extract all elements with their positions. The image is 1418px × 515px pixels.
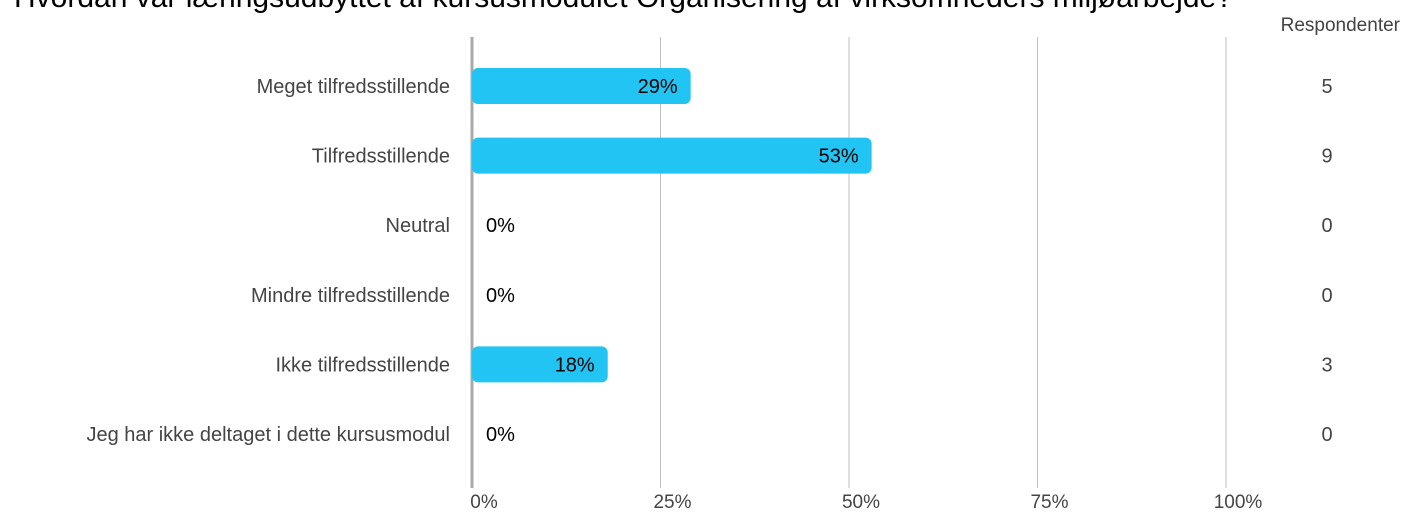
respondent-count: 9: [1321, 146, 1332, 168]
respondent-count: 3: [1321, 354, 1332, 376]
category-label: Ikke tilfredsstillende: [275, 354, 450, 376]
category-label: Jeg har ikke deltaget i dette kursusmodu…: [86, 424, 450, 446]
bar: [472, 68, 691, 104]
category-label: Mindre tilfredsstillende: [251, 285, 450, 307]
respondent-count: 0: [1321, 215, 1332, 237]
respondent-count: 5: [1321, 76, 1332, 98]
x-tick-label: 75%: [1030, 492, 1068, 513]
x-tick-label: 100%: [1214, 492, 1263, 513]
category-label: Meget tilfredsstillende: [257, 76, 450, 98]
respondent-count: 0: [1321, 424, 1332, 446]
bar: [472, 137, 872, 174]
bar: [472, 346, 608, 383]
bar-value-label: 0%: [486, 285, 515, 307]
bar-value-label: 18%: [555, 354, 595, 376]
category-label: Tilfredsstillende: [312, 146, 450, 168]
x-tick-label: 50%: [842, 492, 880, 513]
bar-value-label: 0%: [486, 215, 515, 237]
chart-title: Hvordan var læringsudbyttet af kursusmod…: [14, 0, 1233, 15]
bar-value-label: 29%: [638, 76, 678, 98]
bar-value-label: 53%: [819, 146, 859, 168]
respondent-count: 0: [1321, 285, 1332, 307]
x-tick-label: 25%: [653, 492, 691, 513]
x-tick-label: 0%: [470, 492, 498, 513]
respondents-header: Respondenter: [1280, 15, 1400, 36]
bar-value-label: 0%: [486, 424, 515, 446]
category-label: Neutral: [386, 215, 450, 237]
